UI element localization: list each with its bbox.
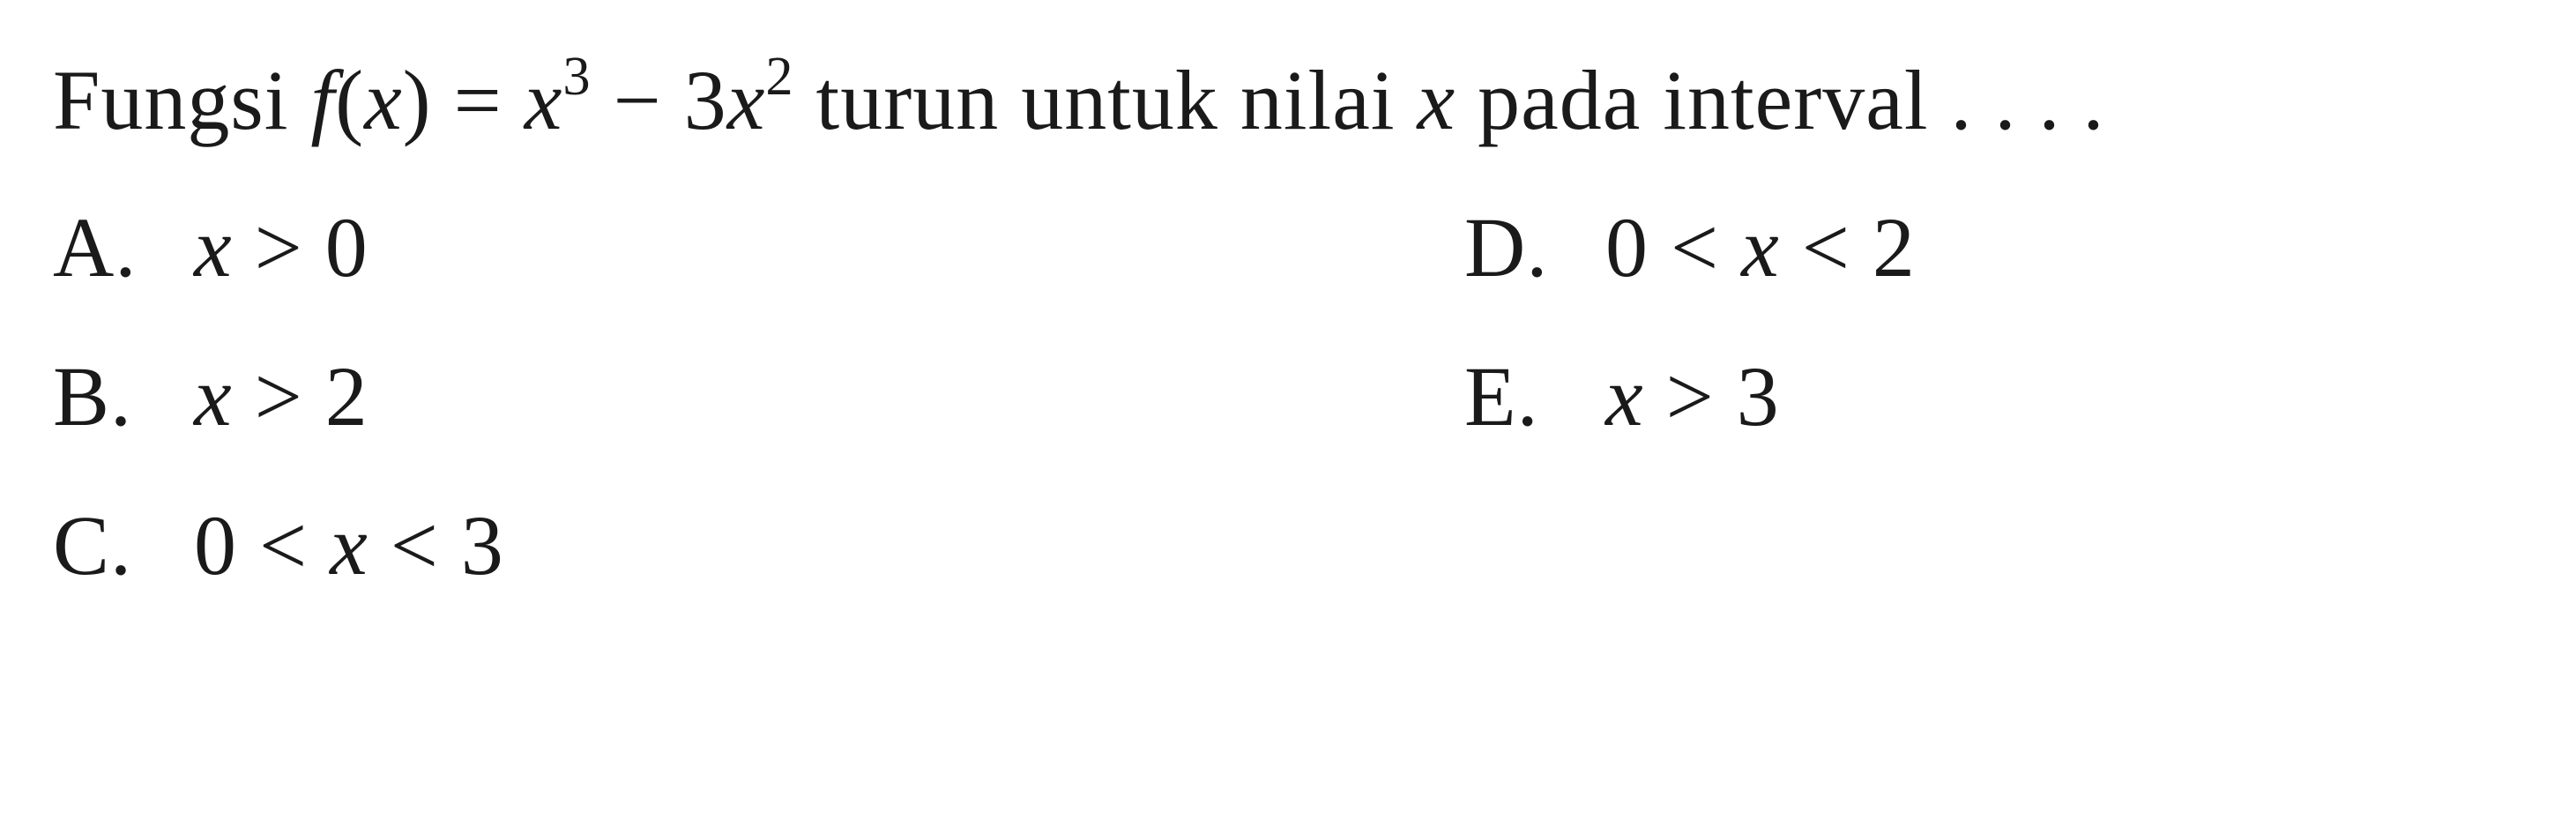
option-e: E. x > 3 <box>1464 333 2523 460</box>
option-d: D. 0 < x < 2 <box>1464 184 2523 311</box>
options-container: A. x > 0 D. 0 < x < 2 B. x > 2 E. x > 3 … <box>53 184 2523 609</box>
option-c-text: 0 < x < 3 <box>194 482 1112 609</box>
question-term2-var: x <box>727 53 766 147</box>
option-d-post: < 2 <box>1780 200 1916 294</box>
option-c-letter: C. <box>53 482 194 609</box>
option-b: B. x > 2 <box>53 333 1112 460</box>
option-d-var: x <box>1741 200 1780 294</box>
question-minus: − 3 <box>592 53 727 147</box>
question-middle: turun untuk nilai <box>794 53 1418 147</box>
option-e-var: x <box>1605 349 1644 443</box>
question-equals: = <box>432 53 525 147</box>
question-close-paren: ) <box>403 53 432 147</box>
question-term1-var: x <box>525 53 563 147</box>
question-suffix: pada interval . . . . <box>1456 53 2104 147</box>
question-open-paren: ( <box>335 53 364 147</box>
option-a-var: x <box>194 200 233 294</box>
option-a-post: > 0 <box>233 200 369 294</box>
option-b-post: > 2 <box>233 349 369 443</box>
option-c-post: < 3 <box>369 498 504 592</box>
option-e-letter: E. <box>1464 333 1605 460</box>
option-e-text: x > 3 <box>1605 333 2523 460</box>
question-term2-exp: 2 <box>765 46 793 107</box>
option-d-pre: 0 < <box>1605 200 1741 294</box>
question-text: Fungsi f(x) = x3 − 3x2 turun untuk nilai… <box>53 35 2523 167</box>
option-a-letter: A. <box>53 184 194 311</box>
option-b-var: x <box>194 349 233 443</box>
option-b-text: x > 2 <box>194 333 1112 460</box>
question-func-name: f <box>310 53 335 147</box>
option-e-post: > 3 <box>1644 349 1780 443</box>
question-var2: x <box>1417 53 1456 147</box>
option-c: C. 0 < x < 3 <box>53 482 1112 609</box>
option-c-pre: 0 < <box>194 498 330 592</box>
question-term1-exp: 3 <box>562 46 591 107</box>
option-d-letter: D. <box>1464 184 1605 311</box>
question-var: x <box>364 53 403 147</box>
option-a: A. x > 0 <box>53 184 1112 311</box>
option-c-var: x <box>330 498 369 592</box>
option-d-text: 0 < x < 2 <box>1605 184 2523 311</box>
question-prefix: Fungsi <box>53 53 310 147</box>
option-b-letter: B. <box>53 333 194 460</box>
option-a-text: x > 0 <box>194 184 1112 311</box>
